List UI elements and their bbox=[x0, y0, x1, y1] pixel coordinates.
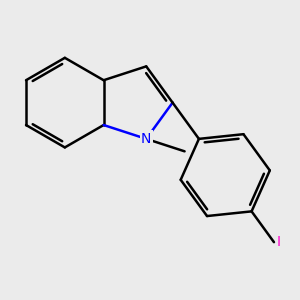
Text: I: I bbox=[277, 235, 281, 249]
Text: N: N bbox=[141, 132, 152, 146]
